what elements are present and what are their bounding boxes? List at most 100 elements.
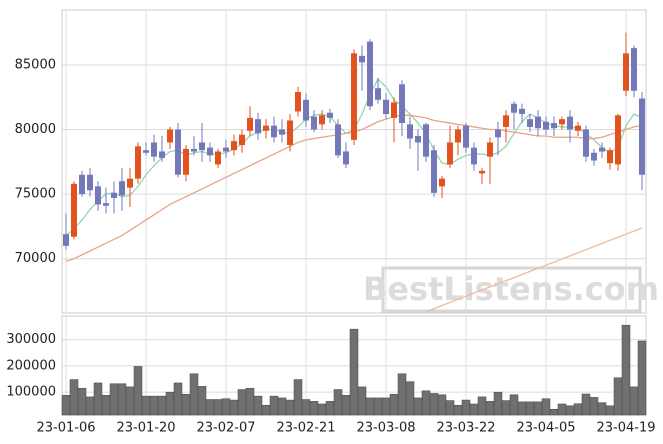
candle-body [279,129,285,135]
candle-body [431,150,437,193]
candle-body [535,116,541,129]
volume-bar [517,401,527,416]
volume-bar [637,340,647,416]
watermark: BestListens.com [363,270,659,308]
volume-bar [77,387,87,416]
volume-bar [597,402,607,416]
volume-bar [589,397,599,416]
volume-bar [101,395,111,416]
volume-bar [85,396,95,416]
volume-bar [509,394,519,416]
volume-bar [333,389,343,416]
volume-bar [181,394,191,416]
volume-bar [309,401,319,416]
candle-body [87,174,93,191]
candle-body [599,147,605,152]
volume-bar [61,395,71,416]
candle-body [183,148,189,175]
x-tick-label: 23-02-21 [276,421,335,436]
candle-body [343,151,349,165]
candle-body [143,150,149,153]
volume-bar [357,386,367,416]
volume-bar [453,405,463,416]
volume-bar [397,373,407,416]
candle-body [367,41,373,107]
candle-body [591,152,597,161]
volume-bar [261,405,271,416]
volume-bar [325,401,335,416]
volume-bar [141,395,151,416]
candle-body [223,147,229,152]
volume-bar [341,395,351,416]
candle-body [199,142,205,151]
candle-body [239,134,245,146]
candle-body [295,92,301,112]
candle-body [383,99,389,115]
candle-body [519,108,525,115]
volume-bar [605,405,615,416]
candle-body [471,147,477,165]
volume-bar [277,397,287,416]
x-tick-label: 23-02-07 [196,421,255,436]
candle-body [487,142,493,157]
volume-bar [565,405,575,416]
volume-bar [293,379,303,416]
volume-bar [93,382,103,416]
volume-bar [373,397,383,416]
y-tick-label: 100000 [6,385,56,400]
candle-body [615,115,621,165]
candle-body [359,55,365,63]
candle-body [495,129,501,138]
volume-bar [469,403,479,416]
volume-bar [573,403,583,416]
volume-bar [69,379,79,416]
candle-body [463,125,469,148]
candle-body [455,129,461,143]
candle-body [135,146,141,179]
candle-body [287,120,293,146]
volume-bar [301,399,311,416]
volume-bar [133,366,143,416]
volume-bar [413,397,423,416]
candle-body [151,142,157,157]
volume-bar [541,398,551,416]
volume-bar [381,397,391,416]
candle-body [551,123,557,129]
volume-bar [317,403,327,416]
volume-bar [221,398,231,416]
volume-bar [437,394,447,416]
candle-body [511,103,517,113]
x-tick-label: 23-03-08 [356,421,415,436]
volume-bar [285,399,295,416]
candle-body [415,135,421,143]
candle-body [263,125,269,131]
price-pane [61,9,647,314]
candle-body [607,150,613,164]
candle-body [439,178,445,187]
volume-bar [189,373,199,416]
volume-bar [533,401,543,416]
volume-bar [149,395,159,416]
volume-bar [205,399,215,416]
volume-bar [477,396,487,416]
candle-body [407,124,413,139]
candle-body [159,151,165,158]
volume-bar [421,390,431,416]
volume-bar [245,387,255,416]
candle-body [71,183,77,237]
y-tick-label: 300000 [6,332,56,347]
y-tick-label: 70000 [15,251,56,266]
volume-bar [613,377,623,416]
candle-body [503,115,509,127]
candle-body [631,48,637,91]
candle-body [527,119,533,127]
candle-body [327,112,333,118]
volume-bar [157,395,167,416]
candle-body [559,119,565,125]
x-tick-label: 23-01-06 [36,421,95,436]
volume-bar [213,399,223,416]
candle-body [95,186,101,205]
candle-body [207,147,213,156]
volume-bar [629,386,639,416]
